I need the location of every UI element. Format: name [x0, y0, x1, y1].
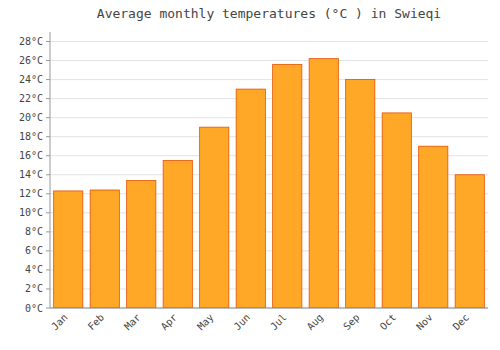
x-tick-label: Dec: [451, 312, 472, 333]
y-tick-label: 20°C: [19, 112, 43, 123]
grid-line: [50, 79, 488, 80]
grid-line: [50, 117, 488, 118]
bar: [382, 113, 411, 308]
y-tick-label: 16°C: [19, 150, 43, 161]
y-tick-label: 6°C: [25, 245, 43, 256]
bar: [54, 191, 83, 308]
grid-line: [50, 98, 488, 99]
x-tick-label: Jul: [268, 312, 289, 333]
x-axis-line: [50, 308, 488, 309]
x-axis: Jan Feb Mar Apr May Jun Jul Aug Sep Oct Nov Dec: [49, 308, 488, 332]
y-tick: [46, 212, 50, 213]
chart-title: Average monthly temperatures (°C ) in Sw…: [97, 6, 441, 21]
x-tick-label: Nov: [414, 312, 435, 333]
y-tick: [46, 174, 50, 175]
y-tick-label: 8°C: [25, 226, 43, 237]
bar: [127, 180, 156, 308]
y-tick-label: 28°C: [19, 36, 43, 47]
grid-line: [50, 60, 488, 61]
bar: [273, 64, 302, 308]
y-tick: [46, 250, 50, 251]
bar: [309, 59, 338, 308]
grid-line: [50, 308, 488, 309]
y-tick-label: 26°C: [19, 55, 43, 66]
y-tick-label: 24°C: [19, 74, 43, 85]
bars: [54, 59, 485, 308]
x-tick-label: Aug: [305, 312, 326, 333]
y-tick: [46, 117, 50, 118]
y-tick: [46, 136, 50, 137]
bar: [163, 160, 192, 308]
y-tick: [46, 193, 50, 194]
grid-line: [50, 41, 488, 42]
y-tick-label: 18°C: [19, 131, 43, 142]
chart-svg: Average monthly temperatures (°C ) in Sw…: [0, 0, 500, 350]
x-tick-label: Jun: [232, 312, 253, 333]
y-tick: [46, 79, 50, 80]
grid: [50, 42, 488, 308]
bar: [200, 127, 229, 308]
y-axis-line: [50, 32, 51, 308]
bar: [90, 190, 119, 308]
y-tick: [46, 155, 50, 156]
y-tick: [46, 288, 50, 289]
y-tick-label: 10°C: [19, 207, 43, 218]
y-tick-label: 14°C: [19, 169, 43, 180]
y-tick-label: 2°C: [25, 283, 43, 294]
y-tick-label: 0°C: [25, 303, 43, 314]
y-tick: [46, 308, 50, 309]
y-tick: [46, 231, 50, 232]
bar: [419, 146, 448, 308]
x-tick-label: Oct: [378, 312, 399, 333]
chart-container: Average monthly temperatures (°C ) in Sw…: [0, 0, 500, 350]
y-tick-label: 12°C: [19, 188, 43, 199]
x-tick-label: May: [195, 312, 216, 333]
y-axis: 0°C 2°C 4°C 6°C 8°C 10°C 12°C 14°C 16°C 18°C 20°C 2…: [19, 32, 50, 314]
x-tick-label: Sep: [341, 312, 362, 333]
x-tick-label: Apr: [159, 312, 180, 333]
y-tick: [46, 269, 50, 270]
x-tick-label: Mar: [122, 312, 143, 333]
y-tick-label: 4°C: [25, 264, 43, 275]
bar: [346, 80, 375, 308]
y-tick: [46, 98, 50, 99]
y-tick-label: 22°C: [19, 93, 43, 104]
y-tick: [46, 60, 50, 61]
bar: [236, 89, 265, 308]
bar: [455, 175, 484, 308]
x-tick-label: Feb: [86, 312, 107, 333]
y-tick: [46, 41, 50, 42]
x-tick-label: Jan: [49, 312, 70, 333]
grid-line: [50, 136, 488, 137]
